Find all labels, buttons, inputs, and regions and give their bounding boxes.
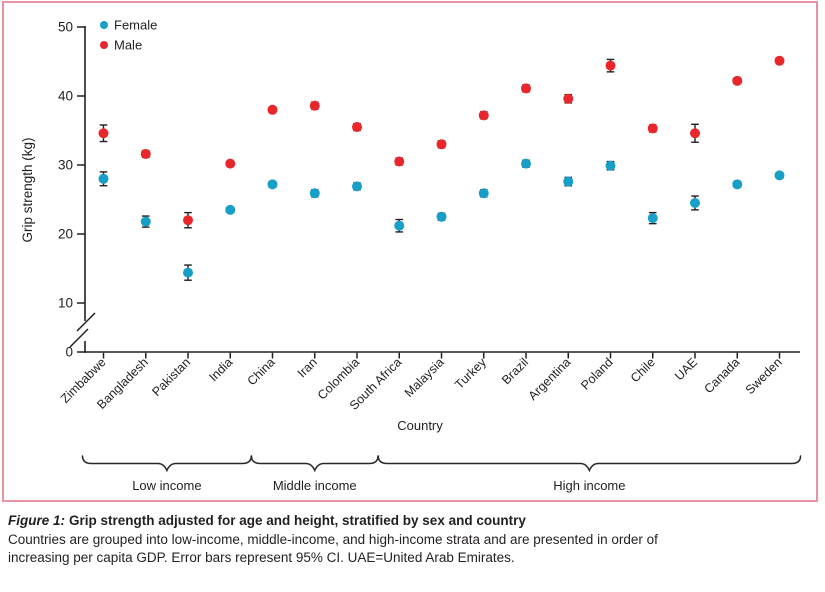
data-point-female-malaysia <box>436 211 447 222</box>
group-brace-middle-income <box>250 455 379 473</box>
data-point-male-uae <box>690 128 700 139</box>
data-point-male-iran <box>309 100 320 111</box>
data-point-female-turkey <box>478 188 489 199</box>
y-tick-label: 10 <box>58 296 73 311</box>
x-tick-label: Turkey <box>452 355 489 392</box>
x-tick-label: Canada <box>702 355 743 396</box>
data-point-male-turkey <box>478 110 489 121</box>
y-tick-label: 40 <box>58 89 73 104</box>
legend-label-male: Male <box>114 38 142 53</box>
data-point-female-poland <box>605 160 616 171</box>
data-point-female-iran <box>309 188 320 199</box>
x-tick-label: Argentina <box>526 355 574 403</box>
x-tick-label: Poland <box>578 355 615 392</box>
data-point-female-colombia <box>352 181 362 192</box>
x-tick-label: Pakistan <box>149 355 193 399</box>
chart-panel-border <box>2 1 818 502</box>
data-point-male-chile <box>647 123 658 134</box>
legend-marker-female <box>100 21 108 29</box>
y-tick-label: 0 <box>65 345 73 360</box>
data-point-female-sweden <box>774 170 785 181</box>
data-point-female-chile <box>647 213 658 224</box>
group-label-middle-income: Middle income <box>273 478 357 493</box>
x-tick-label: Iran <box>295 355 320 380</box>
caption-body: Countries are grouped into low-income, m… <box>8 532 658 565</box>
x-axis-title: Country <box>397 418 443 433</box>
data-point-male-south-africa <box>394 156 405 167</box>
axis-break-slash <box>69 328 89 348</box>
data-point-female-argentina <box>563 176 574 187</box>
x-tick-label: China <box>245 355 278 388</box>
data-point-female-china <box>267 179 278 190</box>
data-point-male-zimbabwe <box>98 128 109 139</box>
x-tick-label: Brazil <box>499 355 531 387</box>
figure-label: Figure 1: <box>8 513 66 528</box>
x-tick-label: Chile <box>628 355 658 385</box>
group-brace-low-income <box>81 455 252 473</box>
y-tick-label: 30 <box>58 158 73 173</box>
data-point-male-malaysia <box>436 139 447 150</box>
y-tick-label: 20 <box>58 227 73 242</box>
y-axis-title: Grip strength (kg) <box>20 137 35 242</box>
group-brace-high-income <box>377 455 802 473</box>
data-point-female-pakistan <box>183 267 193 278</box>
data-point-male-china <box>267 104 278 115</box>
data-point-male-sweden <box>774 55 785 66</box>
figure-title: Grip strength adjusted for age and heigh… <box>69 513 526 528</box>
data-point-female-bangladesh <box>140 216 151 227</box>
data-point-female-zimbabwe <box>98 173 109 184</box>
y-tick-label: 50 <box>58 20 73 35</box>
data-point-male-canada <box>732 75 743 86</box>
data-point-male-poland <box>605 60 616 71</box>
data-point-male-argentina <box>563 93 574 104</box>
data-point-male-pakistan <box>183 215 193 226</box>
figure-caption: Figure 1: Grip strength adjusted for age … <box>8 512 808 567</box>
x-tick-label: UAE <box>672 355 700 383</box>
data-point-female-canada <box>732 179 743 190</box>
x-tick-label: Malaysia <box>402 355 447 400</box>
group-label-high-income: High income <box>553 478 625 493</box>
data-point-male-india <box>225 158 236 169</box>
axis-break-slash <box>76 312 96 332</box>
legend-marker-male <box>100 41 108 49</box>
data-point-female-india <box>225 204 236 215</box>
legend-label-female: Female <box>114 18 157 33</box>
x-tick-label: Sweden <box>743 355 785 397</box>
data-point-male-bangladesh <box>140 148 151 159</box>
data-point-male-colombia <box>352 122 362 133</box>
data-point-female-brazil <box>521 158 531 169</box>
group-label-low-income: Low income <box>132 478 201 493</box>
data-point-male-brazil <box>521 83 531 94</box>
x-tick-label: India <box>206 355 235 384</box>
caption-title-line: Figure 1: Grip strength adjusted for age … <box>8 512 808 530</box>
data-point-female-south-africa <box>394 220 405 231</box>
data-point-female-uae <box>690 197 700 208</box>
